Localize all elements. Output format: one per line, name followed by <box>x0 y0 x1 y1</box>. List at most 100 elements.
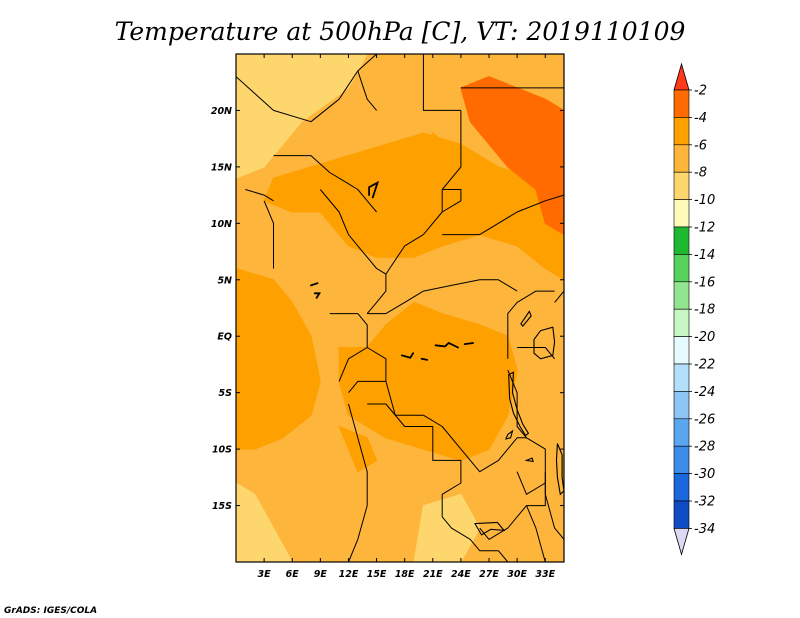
colorbar-box-1 <box>673 117 690 146</box>
lake-outline-3 <box>555 443 564 496</box>
colorbar-box-13 <box>673 445 690 474</box>
boundary-line-3 <box>441 110 462 212</box>
boundary-line-11 <box>442 194 564 236</box>
x-tick-label-3E: 3E <box>258 569 272 580</box>
fill-region--8-to-10-0 <box>236 54 368 179</box>
x-tick-label-9E: 9E <box>314 569 328 580</box>
y-tick-label-EQ: EQ <box>217 332 232 343</box>
water-feature-3 <box>463 342 475 346</box>
colorbar-box-6 <box>673 254 690 283</box>
fill-region--8-to-10-2 <box>413 493 481 562</box>
water-feature-6 <box>313 292 322 299</box>
colorbar: -2 -4 -6 -8 -10 -12 -14 -16 -18 -20 -22 -24 -26 -28 -3… <box>673 62 715 556</box>
boundary-line-1 <box>357 70 377 111</box>
lake-outline-6 <box>524 457 534 463</box>
colorbar-box-0 <box>673 89 690 118</box>
x-tick-label-27E: 27E <box>479 569 499 580</box>
colorbar-box-9 <box>673 336 690 365</box>
colorbar-box-11 <box>673 391 690 420</box>
water-feature-4 <box>368 180 380 199</box>
colorbar-label-2: -6 <box>694 138 707 153</box>
boundary-line-9 <box>367 279 518 315</box>
x-tick-label-24E: 24E <box>451 569 471 580</box>
boundary-line-5 <box>273 155 377 213</box>
x-tick-label-18E: 18E <box>395 569 415 580</box>
boundary-line-10 <box>385 211 443 275</box>
colorbar-label-4: -10 <box>694 193 715 208</box>
fill-region--4-to-6-2 <box>263 132 564 281</box>
y-tick-label-10S: 10S <box>212 445 232 456</box>
colorbar-label-6: -14 <box>694 248 715 263</box>
lake-outline-2 <box>520 310 532 327</box>
boundary-line-6 <box>245 189 274 202</box>
y-axis: 20N 15N 10N 5N EQ 5S 10S 15S <box>211 106 564 512</box>
x-tick-label-15E: 15E <box>367 569 387 580</box>
water-feature-0 <box>400 352 415 359</box>
boundary-line-0 <box>236 54 377 123</box>
water-feature-1 <box>434 341 460 349</box>
lake-outline-5 <box>474 521 506 536</box>
fill-region--4-to-6-4 <box>338 426 378 473</box>
x-tick-label-6E: 6E <box>286 569 300 580</box>
boundary-line-22 <box>516 471 546 495</box>
colorbar-label-14: -30 <box>694 467 715 482</box>
x-tick-label-33E: 33E <box>535 569 555 580</box>
boundary-line-15 <box>385 381 527 473</box>
colorbar-box-14 <box>673 473 690 502</box>
colorbar-label-8: -18 <box>694 303 715 318</box>
colorbar-label-9: -20 <box>694 330 715 345</box>
colorbar-box-4 <box>673 199 690 228</box>
fill-region--8-to-10-1 <box>236 482 293 562</box>
colorbar-label-11: -24 <box>694 385 715 400</box>
colorbar-top-triangle <box>673 62 690 91</box>
water-feature-5 <box>310 282 319 287</box>
boundary-line-7 <box>263 200 274 269</box>
x-tick-label-12E: 12E <box>339 569 359 580</box>
boundary-line-17 <box>367 403 509 562</box>
colorbar-bottom-triangle <box>673 528 690 556</box>
colorbar-box-2 <box>673 144 690 173</box>
colorbar-label-10: -22 <box>694 358 715 373</box>
y-tick-label-15S: 15S <box>212 501 232 512</box>
colorbar-label-12: -26 <box>694 412 715 427</box>
boundary-line-25 <box>554 290 564 303</box>
boundary-line-24 <box>526 505 546 562</box>
y-tick-label-15N: 15N <box>211 162 232 173</box>
colorbar-label-3: -8 <box>694 166 707 181</box>
temperature-fill-regions <box>236 54 564 562</box>
y-tick-label-5S: 5S <box>219 388 233 399</box>
colorbar-box-12 <box>673 418 690 447</box>
colorbar-label-13: -28 <box>694 440 715 455</box>
x-axis: 3E 6E 9E 12E 15E 18E 21E 24E 27E 30E 33E <box>258 54 556 580</box>
colorbar-label-1: -4 <box>694 111 707 126</box>
x-tick-label-21E: 21E <box>423 569 443 580</box>
y-tick-label-10N: 10N <box>211 219 232 230</box>
lake-outline-4 <box>504 429 514 440</box>
colorbar-label-5: -12 <box>694 221 715 236</box>
map-frame <box>235 53 565 563</box>
water-feature-2 <box>420 357 429 361</box>
boundary-line-16 <box>348 403 368 562</box>
boundary-line-23 <box>479 471 546 540</box>
colorbar-box-3 <box>673 171 690 200</box>
chart-title: Temperature at 500hPa [C], VT: 201911010… <box>115 17 686 46</box>
colorbar-box-10 <box>673 363 690 392</box>
colorbar-box-8 <box>673 308 690 337</box>
boundary-line-19 <box>517 347 555 360</box>
colorbar-label-7: -16 <box>694 275 715 290</box>
boundary-line-12 <box>441 189 462 213</box>
y-tick-label-20N: 20N <box>211 106 232 117</box>
fill-region--2-to-4-0 <box>460 76 564 236</box>
grads-credit: GrADS: IGES/COLA <box>4 606 97 616</box>
colorbar-box-5 <box>673 226 690 255</box>
boundary-line-18 <box>507 290 555 359</box>
lake-outline-0 <box>533 326 556 360</box>
colorbar-box-15 <box>673 500 690 529</box>
colorbar-label-0: -2 <box>694 84 707 99</box>
map-area <box>235 53 565 563</box>
y-tick-label-5N: 5N <box>217 275 232 286</box>
boundary-line-2 <box>422 54 461 111</box>
x-tick-label-30E: 30E <box>507 569 527 580</box>
boundary-line-8 <box>319 189 387 314</box>
